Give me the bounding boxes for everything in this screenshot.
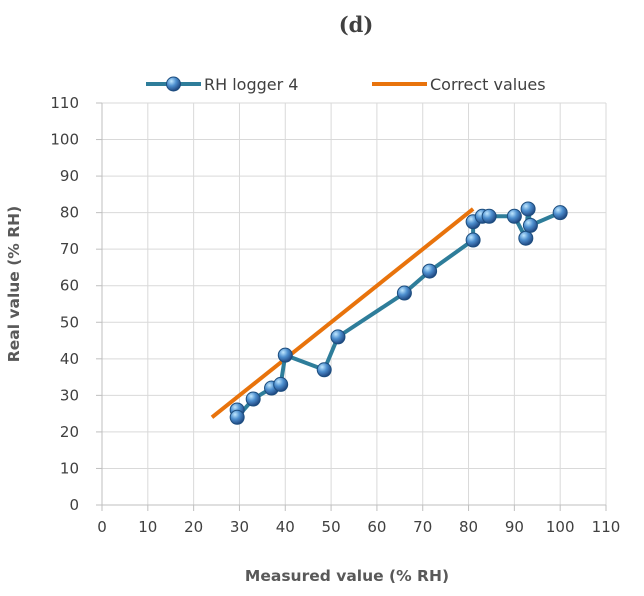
data-point [396, 285, 412, 301]
data-point [277, 347, 293, 363]
y-tick-label: 50 [60, 313, 79, 331]
x-tick-label: 100 [546, 518, 575, 536]
legend-rh-logger-4-marker [166, 76, 181, 92]
data-point [522, 217, 538, 233]
chart-title: (d) [339, 12, 374, 37]
series-layer [210, 201, 568, 425]
x-tick-label: 10 [138, 518, 157, 536]
data-point [481, 208, 497, 224]
axes [96, 102, 607, 511]
legend-correct-values-label: Correct values [430, 75, 546, 94]
legend: RH logger 4 Correct values [146, 75, 546, 94]
data-point [273, 376, 289, 392]
y-tick-label: 60 [60, 277, 79, 295]
x-axis-title: Measured value (% RH) [245, 567, 449, 585]
y-tick-label: 30 [60, 386, 79, 404]
x-tick-label: 0 [97, 518, 107, 536]
data-point [422, 263, 438, 279]
data-point [245, 391, 261, 407]
x-tick-label: 110 [592, 518, 621, 536]
y-tick-label: 100 [50, 131, 79, 149]
x-tick-label: 70 [413, 518, 432, 536]
y-tick-label: 90 [60, 167, 79, 185]
data-point [552, 205, 568, 221]
data-point [229, 409, 245, 425]
y-tick-label: 110 [50, 94, 79, 112]
data-point [520, 201, 536, 217]
x-tick-label: 20 [184, 518, 203, 536]
y-tick-label: 70 [60, 240, 79, 258]
y-tick-label: 40 [60, 350, 79, 368]
data-point [316, 362, 332, 378]
correct-values-line [210, 207, 475, 419]
tick-labels: 0 10 20 30 40 50 60 70 80 90 100 110 0 10 20 30 40 50 60 70… [50, 94, 620, 536]
y-axis-title: Real value (% RH) [5, 206, 23, 362]
y-tick-label: 20 [60, 423, 79, 441]
y-tick-label: 80 [60, 204, 79, 222]
x-tick-label: 50 [322, 518, 341, 536]
data-point [518, 230, 534, 246]
x-tick-label: 40 [276, 518, 295, 536]
legend-rh-logger-4-label: RH logger 4 [204, 75, 298, 94]
data-point [330, 329, 346, 345]
y-tick-label: 0 [69, 496, 79, 514]
data-point [506, 208, 522, 224]
y-tick-label: 10 [60, 459, 79, 477]
x-tick-label: 30 [230, 518, 249, 536]
x-tick-label: 80 [459, 518, 478, 536]
x-tick-label: 60 [367, 518, 386, 536]
data-point [465, 232, 481, 248]
x-tick-label: 90 [505, 518, 524, 536]
